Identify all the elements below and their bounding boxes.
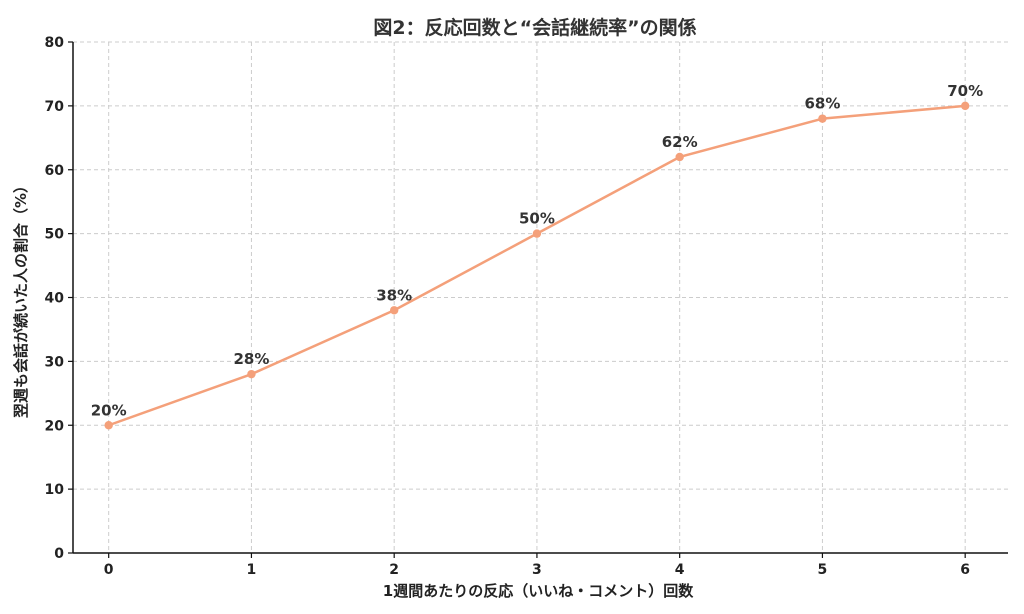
data-point (675, 152, 684, 162)
data-point (818, 114, 827, 123)
x-tick-label: 1 (247, 562, 257, 578)
data-labels: 20% 28% 38% 50% 62% 68% 70% (91, 82, 983, 419)
x-tick-label: 3 (532, 562, 542, 578)
x-tick-label: 5 (818, 562, 828, 578)
data-point (389, 306, 399, 315)
data-label: 50% (519, 210, 555, 228)
data-point (960, 101, 970, 111)
x-tick-label: 2 (389, 562, 399, 578)
y-tick-label: 30 (45, 354, 65, 370)
series-line-path (107, 104, 967, 427)
y-tick-label: 20 (45, 418, 65, 434)
x-tick-label: 0 (104, 562, 114, 578)
x-tick-label: 4 (675, 562, 685, 578)
x-tick-label: 6 (960, 562, 970, 578)
y-tick-label: 60 (45, 163, 65, 179)
y-axis-label: 翌週も会話が続いた人の割合（%） (12, 178, 30, 418)
grid (73, 41, 1008, 554)
data-label: 20% (91, 401, 127, 419)
data-label: 62% (662, 133, 698, 151)
y-tick-label: 80 (45, 35, 65, 51)
y-tick-label: 50 (45, 227, 65, 243)
data-label: 38% (376, 286, 412, 304)
data-label: 70% (947, 82, 983, 100)
data-label: 28% (233, 350, 269, 368)
axes: 0 10 20 30 40 50 60 70 80 0 1 2 3 4 5 6 (45, 35, 1008, 578)
data-point (247, 369, 256, 379)
chart-title: 図2：反応回数と“会話継続率”の関係 (373, 16, 696, 39)
series-line (104, 101, 970, 430)
y-tick-label: 10 (45, 482, 65, 498)
y-tick-label: 70 (45, 99, 65, 115)
y-tick-label: 0 (54, 546, 64, 562)
data-point (532, 229, 542, 238)
y-tick-label: 40 (45, 291, 65, 307)
data-label: 68% (804, 95, 840, 113)
data-point (104, 421, 113, 430)
x-axis-label: 1週間あたりの反応（いいね・コメント）回数 (383, 582, 694, 600)
